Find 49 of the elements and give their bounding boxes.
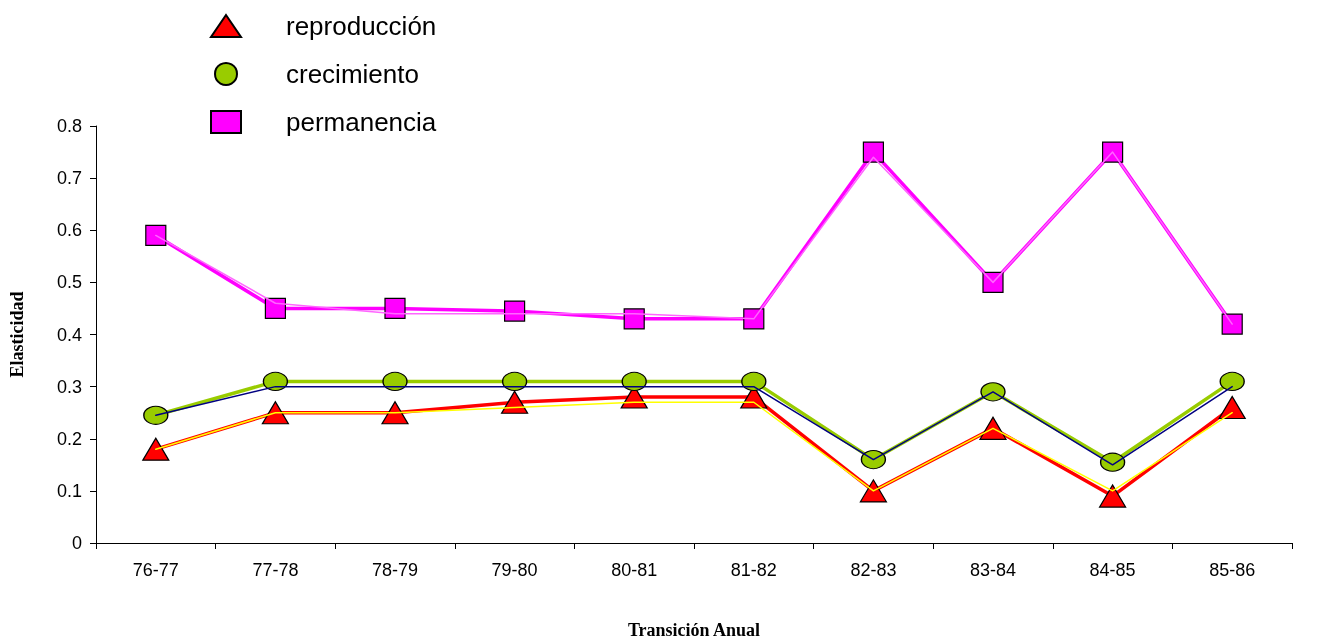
point bbox=[501, 390, 529, 414]
point bbox=[1219, 371, 1245, 392]
point bbox=[859, 479, 887, 503]
point bbox=[980, 382, 1006, 402]
x-axis-title: Transición Anual bbox=[627, 620, 761, 640]
point bbox=[862, 141, 884, 163]
x-tick-label: 85-86 bbox=[1209, 560, 1256, 580]
point bbox=[741, 371, 767, 392]
point bbox=[743, 308, 765, 330]
x-tick-label: 83-84 bbox=[969, 560, 1017, 580]
point bbox=[621, 371, 647, 392]
point bbox=[261, 401, 289, 425]
point bbox=[262, 371, 288, 392]
point bbox=[381, 401, 409, 425]
legend-label: permanencia bbox=[286, 107, 437, 137]
point bbox=[145, 224, 167, 247]
x-tick-label: 81-82 bbox=[730, 560, 777, 580]
y-tick-label: 0.1 bbox=[56, 480, 82, 501]
y-tick-label: 0.8 bbox=[56, 116, 82, 136]
point bbox=[860, 450, 886, 470]
point bbox=[142, 437, 170, 461]
y-tick-label: 0.4 bbox=[56, 324, 82, 345]
legend-label: reproducción bbox=[286, 11, 437, 41]
point bbox=[504, 300, 526, 322]
y-tick-label: 0.2 bbox=[56, 428, 82, 449]
y-tick-label: 0.5 bbox=[56, 272, 82, 293]
point bbox=[264, 297, 286, 320]
point bbox=[1099, 484, 1127, 508]
point bbox=[382, 371, 408, 392]
x-tick-label: 84-85 bbox=[1089, 560, 1136, 580]
point bbox=[1221, 313, 1243, 335]
point bbox=[1218, 395, 1246, 420]
x-tick-label: 77-78 bbox=[252, 560, 299, 580]
x-tick-label: 82-83 bbox=[850, 560, 897, 580]
x-tick-label: 76-77 bbox=[132, 560, 179, 580]
x-tick-label: 78-79 bbox=[371, 560, 419, 580]
point bbox=[384, 297, 406, 320]
y-tick-label: 0 bbox=[71, 533, 82, 553]
point bbox=[143, 405, 169, 425]
x-tick-label: 80-81 bbox=[611, 560, 658, 580]
y-tick-label: 0.3 bbox=[56, 376, 82, 397]
point bbox=[1102, 141, 1124, 163]
y-tick-label: 0.7 bbox=[56, 168, 82, 189]
point bbox=[623, 308, 645, 330]
legend-label: crecimiento bbox=[286, 59, 419, 89]
y-tick-label: 0.6 bbox=[56, 220, 82, 241]
point bbox=[502, 371, 528, 392]
x-tick-label: 79-80 bbox=[491, 560, 538, 580]
y-axis-title: Elasticidad bbox=[7, 291, 27, 378]
